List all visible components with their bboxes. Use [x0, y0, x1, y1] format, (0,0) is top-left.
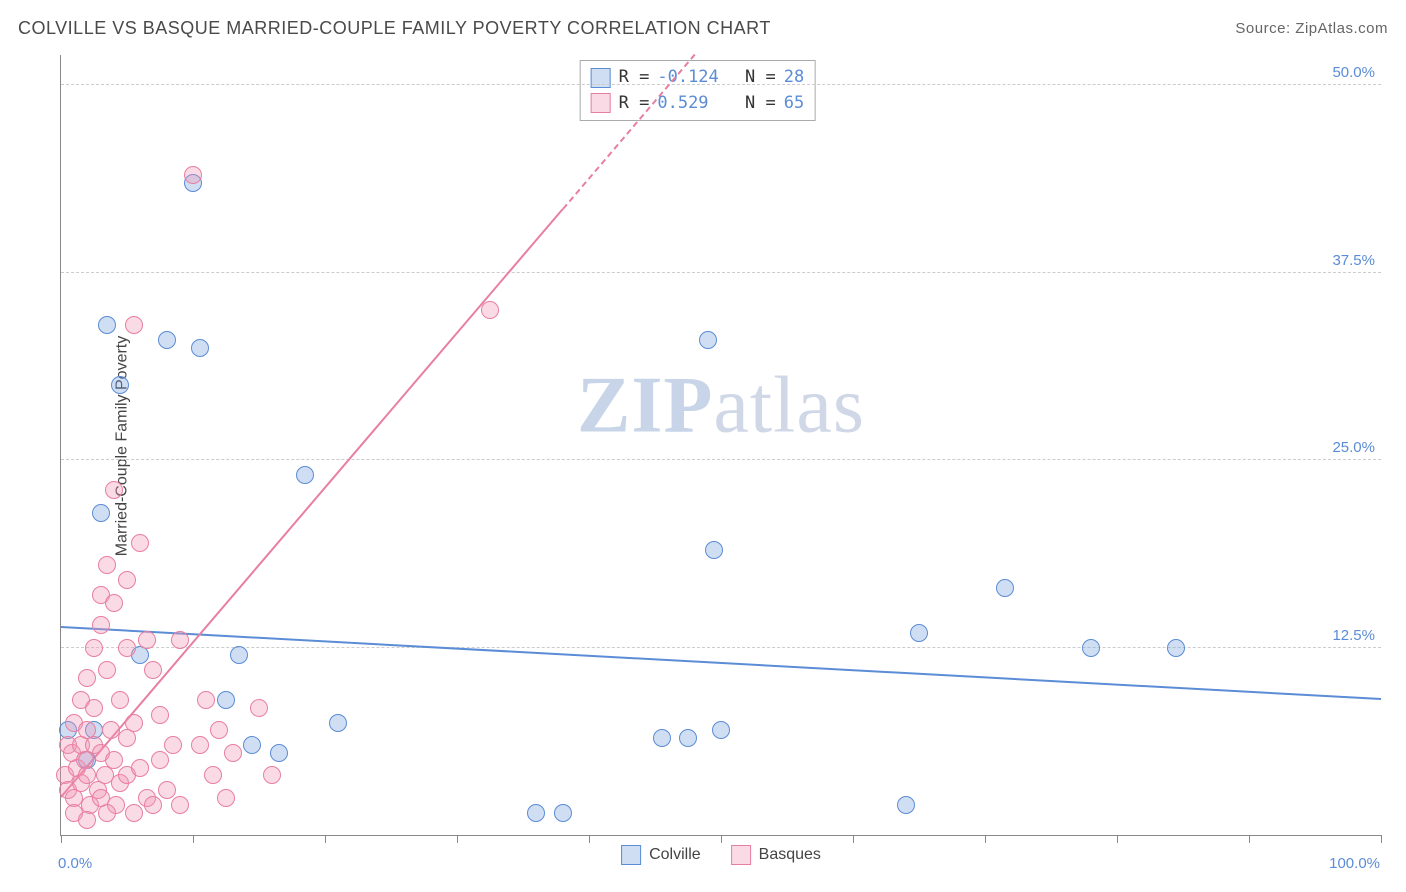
stats-row-1: R = -0.124 N = 28: [591, 65, 805, 91]
data-point: [131, 534, 149, 552]
data-point: [1167, 639, 1185, 657]
data-point: [85, 699, 103, 717]
data-point: [138, 631, 156, 649]
data-point: [224, 744, 242, 762]
x-max-label: 100.0%: [1329, 855, 1380, 872]
data-point: [653, 729, 671, 747]
data-point: [171, 796, 189, 814]
data-point: [204, 766, 222, 784]
data-point: [679, 729, 697, 747]
x-tick: [853, 835, 854, 843]
data-point: [554, 804, 572, 822]
data-point: [98, 556, 116, 574]
data-point: [118, 571, 136, 589]
data-point: [250, 699, 268, 717]
x-tick: [193, 835, 194, 843]
data-point: [125, 714, 143, 732]
data-point: [144, 796, 162, 814]
x-tick: [1117, 835, 1118, 843]
data-point: [98, 316, 116, 334]
data-point: [78, 669, 96, 687]
data-point: [329, 714, 347, 732]
x-tick: [325, 835, 326, 843]
data-point: [125, 804, 143, 822]
data-point: [217, 691, 235, 709]
chart-title: COLVILLE VS BASQUE MARRIED-COUPLE FAMILY…: [18, 18, 771, 39]
data-point: [191, 736, 209, 754]
data-point: [92, 616, 110, 634]
legend-swatch-basques-icon: [731, 845, 751, 865]
x-tick: [721, 835, 722, 843]
y-tick-label: 37.5%: [1332, 252, 1375, 269]
x-tick: [589, 835, 590, 843]
data-point: [210, 721, 228, 739]
data-point: [263, 766, 281, 784]
trend-line: [60, 208, 563, 797]
data-point: [111, 691, 129, 709]
chart-header: COLVILLE VS BASQUE MARRIED-COUPLE FAMILY…: [18, 18, 1388, 39]
data-point: [105, 751, 123, 769]
legend-swatch-colville-icon: [621, 845, 641, 865]
data-point: [191, 339, 209, 357]
data-point: [897, 796, 915, 814]
chart-source: Source: ZipAtlas.com: [1235, 20, 1388, 37]
data-point: [98, 804, 116, 822]
data-point: [92, 504, 110, 522]
data-point: [125, 316, 143, 334]
y-tick-label: 50.0%: [1332, 64, 1375, 81]
data-point: [151, 706, 169, 724]
data-point: [105, 594, 123, 612]
y-tick-label: 12.5%: [1332, 627, 1375, 644]
y-tick-label: 25.0%: [1332, 439, 1375, 456]
data-point: [296, 466, 314, 484]
stats-row-2: R = 0.529 N = 65: [591, 91, 805, 117]
data-point: [158, 781, 176, 799]
data-point: [910, 624, 928, 642]
data-point: [699, 331, 717, 349]
data-point: [144, 661, 162, 679]
x-tick: [985, 835, 986, 843]
x-min-label: 0.0%: [58, 855, 92, 872]
data-point: [996, 579, 1014, 597]
data-point: [481, 301, 499, 319]
data-point: [712, 721, 730, 739]
gridline: [61, 84, 1381, 85]
data-point: [131, 759, 149, 777]
data-point: [85, 639, 103, 657]
data-point: [1082, 639, 1100, 657]
gridline: [61, 459, 1381, 460]
data-point: [158, 331, 176, 349]
gridline: [61, 272, 1381, 273]
stats-box: R = -0.124 N = 28 R = 0.529 N = 65: [580, 60, 816, 121]
data-point: [270, 744, 288, 762]
data-point: [230, 646, 248, 664]
x-tick: [1381, 835, 1382, 843]
legend: Colville Basques: [621, 845, 821, 865]
data-point: [78, 811, 96, 829]
data-point: [151, 751, 169, 769]
data-point: [118, 639, 136, 657]
data-point: [184, 166, 202, 184]
data-point: [164, 736, 182, 754]
data-point: [217, 789, 235, 807]
data-point: [98, 661, 116, 679]
trend-line: [61, 626, 1381, 700]
data-point: [171, 631, 189, 649]
legend-item-basques: Basques: [731, 845, 821, 865]
data-point: [111, 376, 129, 394]
data-point: [105, 481, 123, 499]
data-point: [705, 541, 723, 559]
data-point: [243, 736, 261, 754]
x-tick: [1249, 835, 1250, 843]
x-tick: [457, 835, 458, 843]
watermark: ZIPatlas: [577, 361, 865, 452]
scatter-plot: ZIPatlas R = -0.124 N = 28 R = 0.529 N =…: [60, 55, 1381, 836]
swatch-basques-icon: [591, 93, 611, 113]
x-tick: [61, 835, 62, 843]
data-point: [197, 691, 215, 709]
legend-item-colville: Colville: [621, 845, 701, 865]
data-point: [527, 804, 545, 822]
